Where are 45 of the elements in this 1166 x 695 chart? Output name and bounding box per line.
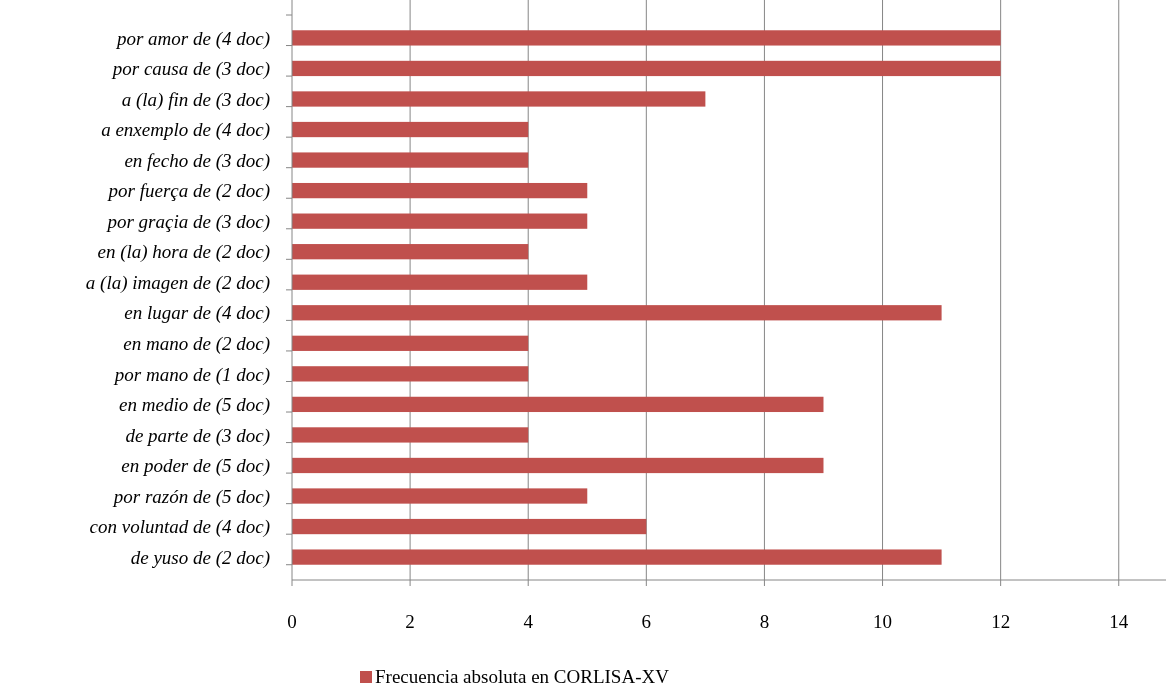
y-tick-label: a enxemplo de (4 doc) xyxy=(101,119,270,142)
bar xyxy=(292,457,824,474)
x-tick-label: 14 xyxy=(1109,611,1129,632)
x-tick-label: 12 xyxy=(991,611,1011,632)
bar xyxy=(292,518,647,535)
x-tick-label: 8 xyxy=(759,611,770,632)
bar xyxy=(292,182,588,199)
bar xyxy=(292,305,942,321)
bar xyxy=(292,335,529,351)
y-tick-label: a (la) imagen de (2 doc) xyxy=(85,271,270,294)
y-tick-label: por causa de (3 doc) xyxy=(110,58,270,81)
bar xyxy=(292,152,529,168)
bar xyxy=(292,30,1001,46)
y-tick-label: en medio de (5 doc) xyxy=(119,394,270,417)
bar xyxy=(292,488,588,504)
bar xyxy=(292,244,529,260)
y-tick-label: por razón de (5 doc) xyxy=(111,485,270,508)
y-tick-label: de parte de (3 doc) xyxy=(125,424,270,447)
x-tick-label: 10 xyxy=(873,611,893,632)
x-tick-label: 0 xyxy=(287,611,297,632)
y-tick-label: con voluntad de (4 doc) xyxy=(89,516,270,539)
legend-label: Frecuencia absoluta en CORLISA-XV xyxy=(375,666,670,687)
y-tick-label: por amor de (4 doc) xyxy=(114,27,270,50)
bar xyxy=(292,91,706,107)
y-tick-label: de yuso de (2 doc) xyxy=(130,546,270,569)
bar xyxy=(292,549,942,565)
bar xyxy=(292,121,529,138)
y-tick-label: por graçia de (3 doc) xyxy=(105,210,270,233)
y-tick-label: en mano de (2 doc) xyxy=(123,332,270,355)
y-tick-label: por fuerça de (2 doc) xyxy=(106,180,270,203)
y-tick-label: por mano de (1 doc) xyxy=(112,363,270,386)
bar xyxy=(292,274,588,290)
x-tick-label: 4 xyxy=(523,611,534,632)
bar xyxy=(292,427,529,443)
y-tick-label: en (la) hora de (2 doc) xyxy=(97,241,270,264)
y-tick-label: en poder de (5 doc) xyxy=(121,455,270,478)
x-tick-label: 6 xyxy=(641,611,652,632)
x-tick-label: 2 xyxy=(405,611,415,632)
y-tick-label: a (la) fin de (3 doc) xyxy=(121,88,270,111)
bar xyxy=(292,366,529,382)
y-tick-label: en fecho de (3 doc) xyxy=(124,149,270,172)
bar xyxy=(292,60,1001,77)
y-tick-label: en lugar de (4 doc) xyxy=(124,302,270,325)
bar xyxy=(292,396,824,413)
bar xyxy=(292,213,588,229)
